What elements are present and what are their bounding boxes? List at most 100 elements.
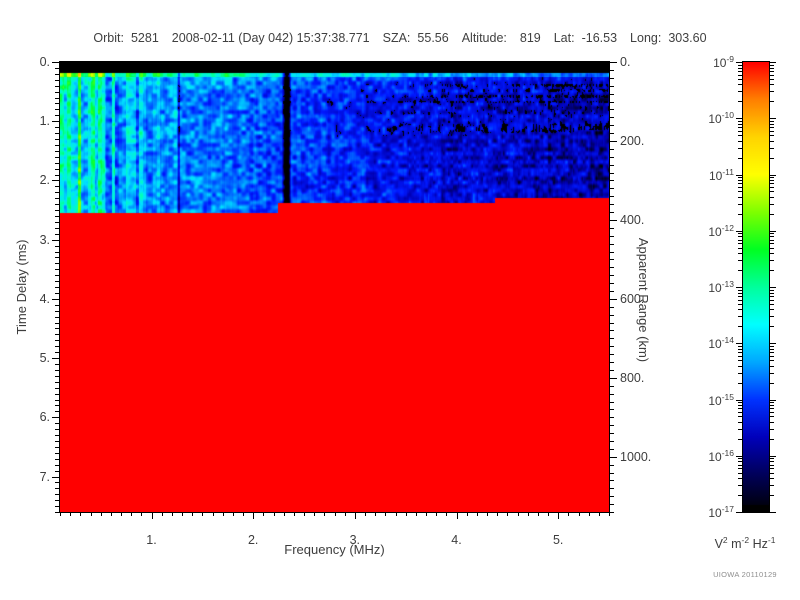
range-tick-minor — [610, 496, 614, 498]
freq-tick-minor — [141, 512, 143, 516]
range-tick-minor — [610, 512, 614, 513]
long-label: Long: — [630, 31, 662, 45]
colorbar-tick-left-minor — [738, 408, 742, 410]
radargram-plot-area — [59, 61, 610, 513]
freq-tick-minor — [365, 512, 366, 516]
colorbar-tick-right-major — [770, 174, 776, 176]
range-tick-major — [610, 62, 617, 63]
range-tick-minor — [610, 204, 614, 206]
range-tick-minor — [610, 385, 614, 387]
range-tick-minor — [610, 330, 614, 332]
colorbar-tick-left-minor — [738, 316, 742, 318]
time-tick-minor — [55, 233, 59, 235]
colorbar-tick-right-major — [770, 455, 776, 457]
range-tick-minor — [610, 196, 614, 198]
range-tick-minor — [610, 275, 614, 277]
axis-time-delay-title: Time Delay (ms) — [14, 239, 29, 335]
range-tick-minor — [610, 433, 614, 435]
header-metadata: Orbit: 5281 2008-02-11 (Day 042) 15:37:38.… — [0, 31, 800, 49]
freq-tick-minor — [232, 512, 234, 516]
colorbar-tick-right-minor — [770, 270, 774, 272]
colorbar-tick-right-minor — [770, 382, 774, 384]
colorbar-tick-right-minor — [770, 345, 774, 347]
range-tick-minor — [610, 109, 614, 111]
colorbar-tick-left-minor — [738, 270, 742, 272]
freq-tick-minor — [517, 512, 519, 516]
time-tick-minor — [55, 215, 59, 217]
freq-tick-label: 5. — [552, 533, 564, 547]
freq-tick-major — [354, 512, 356, 519]
colorbar-tick-left-minor — [738, 203, 742, 205]
colorbar-tick-right-minor — [770, 78, 774, 80]
colorbar-tick-left-minor — [738, 130, 742, 132]
time-tick-minor — [55, 346, 59, 348]
time-tick-minor — [55, 393, 59, 395]
freq-tick-minor — [375, 512, 377, 516]
range-tick-minor — [610, 338, 614, 340]
freq-tick-minor — [304, 512, 305, 516]
colorbar-tick-right-major — [770, 230, 776, 232]
colorbar-tick-left-minor — [738, 147, 742, 149]
range-tick-minor — [610, 448, 614, 450]
range-tick-minor — [610, 69, 614, 71]
colorbar-tick-right-minor — [770, 253, 774, 255]
time-tick-minor — [55, 91, 59, 93]
time-tick-minor — [55, 227, 59, 229]
colorbar-tick-left-minor — [738, 458, 742, 460]
colorbar-tick-right-minor — [770, 177, 774, 179]
colorbar-tick-label: 10-11 — [708, 166, 734, 183]
colorbar-tick-label: 10-16 — [708, 447, 734, 464]
range-tick-label: 800. — [620, 370, 645, 385]
time-tick-minor — [55, 269, 59, 271]
time-tick-minor — [55, 488, 59, 490]
time-tick-minor — [55, 452, 59, 454]
colorbar-tick-right-minor — [770, 408, 774, 410]
colorbar-tick-right-minor — [770, 495, 774, 497]
range-tick-minor — [610, 243, 614, 245]
freq-tick-minor — [609, 512, 610, 516]
axis-apparent-range: 0. 200. 400. 600. 800. 1000. — [610, 55, 670, 513]
range-tick-minor — [610, 85, 614, 87]
colorbar-tick-left-minor — [738, 135, 742, 137]
colorbar-tick-left-minor — [738, 239, 742, 241]
colorbar-tick-right-minor — [770, 260, 774, 262]
colorbar-tick-left-minor — [738, 289, 742, 291]
colorbar-tick-left-minor — [738, 464, 742, 466]
time-tick-minor — [55, 168, 59, 170]
colorbar-tick-left-minor — [738, 299, 742, 301]
colorbar-tick-left-minor — [738, 180, 742, 181]
colorbar-tick-left-minor — [738, 478, 742, 480]
range-tick-minor — [610, 77, 614, 79]
range-tick-minor — [610, 480, 614, 482]
range-tick-minor — [610, 148, 614, 150]
colorbar-tick-left-major — [736, 118, 742, 120]
colorbar-tick-right-minor — [770, 352, 774, 353]
colorbar-tick-right-major — [770, 343, 776, 345]
colorbar-tick-right-minor — [770, 140, 774, 142]
colorbar-tick-left-minor — [738, 247, 742, 249]
freq-tick-minor — [426, 512, 427, 516]
colorbar-tick-right-minor — [770, 157, 774, 159]
range-tick-minor — [610, 488, 614, 490]
time-tick-minor — [55, 411, 59, 413]
time-tick-minor — [55, 281, 59, 283]
range-tick-minor — [610, 212, 614, 213]
colorbar-tick-right-minor — [770, 239, 774, 241]
colorbar-tick-left-major — [736, 343, 742, 345]
freq-tick-label: 2. — [247, 533, 259, 547]
freq-tick-minor — [171, 512, 173, 516]
freq-tick-minor — [415, 512, 417, 516]
colorbar-tick-left-minor — [738, 348, 742, 350]
range-tick-minor — [610, 251, 614, 253]
time-tick-minor — [55, 352, 59, 354]
colorbar-tick-right-minor — [770, 180, 774, 181]
colorbar-tick-left-major — [736, 455, 742, 457]
freq-tick-minor — [578, 512, 580, 516]
time-tick-label: 4. — [39, 291, 50, 306]
time-tick-minor — [55, 470, 59, 472]
range-tick-major — [610, 456, 617, 458]
orbit-value: 5281 — [130, 31, 159, 45]
time-tick-minor — [55, 310, 59, 312]
altitude-label: Altitude: — [461, 31, 507, 45]
range-tick-minor — [610, 156, 614, 158]
